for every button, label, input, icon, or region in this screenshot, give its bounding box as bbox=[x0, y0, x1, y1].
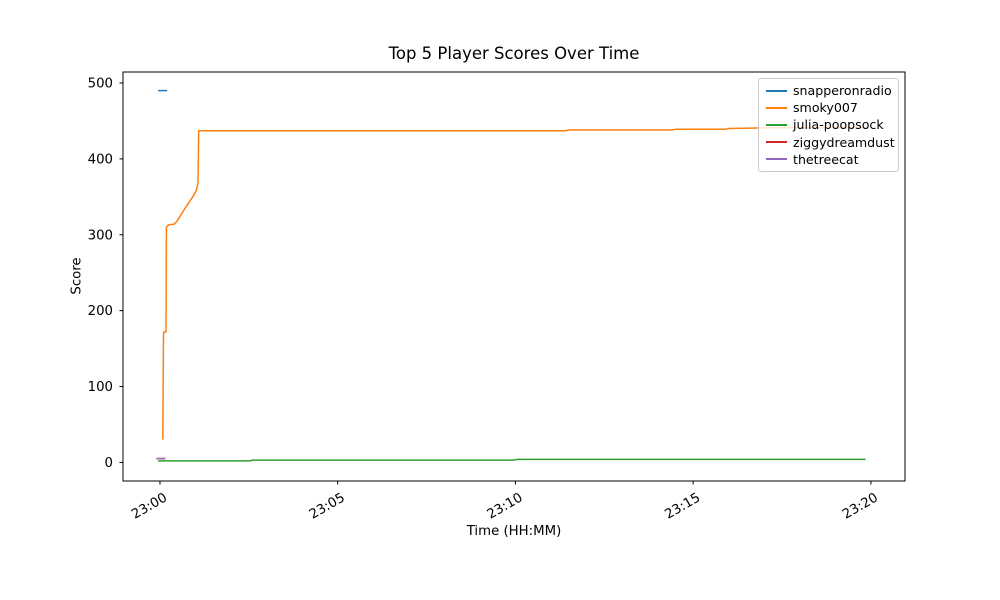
y-axis-label: Score bbox=[69, 257, 85, 295]
chart-title: Top 5 Player Scores Over Time bbox=[388, 44, 640, 63]
legend-label: julia-poopsock bbox=[793, 117, 884, 133]
legend-item: ziggydreamdust bbox=[766, 134, 895, 151]
legend-label: thetreecat bbox=[793, 151, 859, 167]
x-tick-label: 23:00 bbox=[129, 490, 170, 522]
series-line-smoky007 bbox=[162, 127, 868, 440]
x-tick-label: 23:10 bbox=[485, 490, 526, 522]
legend: snapperonradio smoky007 julia-poopsock zigg… bbox=[758, 78, 899, 172]
legend-line-swatch bbox=[766, 89, 787, 92]
legend-line-swatch bbox=[766, 123, 787, 126]
plot-frame bbox=[122, 71, 906, 482]
y-tick-label: 200 bbox=[88, 304, 113, 319]
legend-label: ziggydreamdust bbox=[793, 134, 895, 150]
x-tick-label: 23:05 bbox=[307, 490, 348, 522]
y-tick-label: 300 bbox=[88, 228, 113, 243]
legend-label: snapperonradio bbox=[793, 83, 892, 99]
legend-line-swatch bbox=[766, 158, 787, 161]
legend-item: smoky007 bbox=[766, 99, 891, 116]
series-line-julia-poopsock bbox=[158, 458, 866, 462]
legend-line-swatch bbox=[766, 141, 787, 144]
x-tick-label: 23:15 bbox=[662, 490, 703, 522]
x-tick-label: 23:20 bbox=[840, 490, 881, 522]
legend-label: smoky007 bbox=[793, 100, 858, 116]
y-tick-label: 100 bbox=[88, 380, 113, 395]
legend-item: thetreecat bbox=[766, 151, 891, 168]
y-tick-label: 400 bbox=[88, 152, 113, 167]
y-tick-label: 500 bbox=[88, 77, 113, 92]
y-tick-label: 0 bbox=[105, 456, 113, 471]
legend-item: julia-poopsock bbox=[766, 116, 891, 133]
x-axis-label: Time (HH:MM) bbox=[466, 524, 562, 539]
legend-line-swatch bbox=[766, 106, 787, 109]
legend-item: snapperonradio bbox=[766, 82, 892, 99]
